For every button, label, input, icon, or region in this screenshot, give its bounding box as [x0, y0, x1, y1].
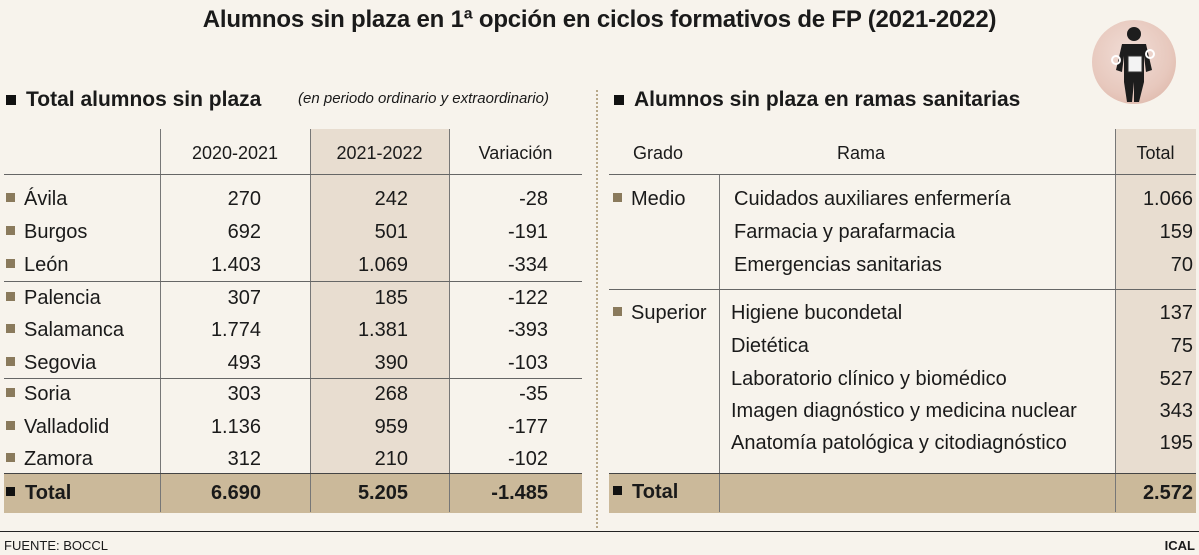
- grado-label: Superior: [613, 301, 707, 325]
- bullet-icon: [6, 226, 15, 236]
- value-variation: -393: [507, 319, 548, 341]
- province-name: Burgos: [24, 221, 88, 243]
- bullet-icon: [6, 357, 15, 367]
- bullet-icon: [613, 193, 622, 203]
- agency-credit: ICAL: [1164, 538, 1195, 553]
- total-2021: 5.205: [357, 482, 408, 504]
- value-2021: 1.069: [357, 254, 408, 276]
- rama-name: Farmacia y parafarmacia: [734, 221, 956, 243]
- column-header: 2021-2022: [336, 143, 423, 163]
- total-label: Total: [25, 482, 72, 504]
- province-name: Soria: [24, 383, 71, 405]
- bullet-icon: [6, 292, 15, 302]
- left-section-heading: Total alumnos sin plaza: [6, 88, 261, 112]
- value-variation: -28: [519, 188, 548, 210]
- page-title: Alumnos sin plaza en 1ª opción en ciclos…: [202, 6, 997, 33]
- bullet-icon: [613, 486, 622, 496]
- value-2020: 1.136: [210, 416, 261, 438]
- column-header: Variación: [478, 143, 553, 163]
- value-2020: 1.403: [210, 254, 261, 276]
- province-name: Zamora: [24, 448, 93, 470]
- value-2020: 692: [227, 221, 261, 243]
- value-variation: -35: [519, 383, 548, 405]
- rama-total: 343: [1159, 400, 1193, 422]
- value-2020: 312: [227, 448, 261, 470]
- total-value: 2.572: [1142, 482, 1193, 504]
- value-variation: -191: [507, 221, 548, 243]
- rama-total: 137: [1159, 302, 1193, 324]
- total-variation: -1.485: [491, 482, 548, 504]
- rama-name: Emergencias sanitarias: [734, 254, 942, 276]
- section-divider: [596, 90, 598, 528]
- province-name: Salamanca: [24, 319, 125, 341]
- value-2021: 501: [374, 221, 408, 243]
- province-name: Ávila: [24, 188, 68, 210]
- value-variation: -122: [507, 287, 548, 309]
- bullet-icon: [6, 487, 15, 497]
- source-note: FUENTE: BOCCL: [4, 538, 109, 553]
- rama-total: 70: [1170, 254, 1193, 276]
- rama-name: Laboratorio clínico y biomédico: [731, 368, 1007, 390]
- rama-name: Higiene bucondetal: [731, 302, 903, 324]
- bullet-icon: [6, 324, 15, 334]
- bullet-icon: [613, 307, 622, 317]
- value-2021: 185: [374, 287, 408, 309]
- value-variation: -334: [507, 254, 548, 276]
- bullet-icon: [6, 453, 15, 463]
- grado-label: Medio: [613, 187, 685, 211]
- value-variation: -103: [507, 352, 548, 374]
- total-label: Total: [632, 481, 679, 503]
- value-2020: 493: [227, 352, 261, 374]
- value-2020: 1.774: [210, 319, 261, 341]
- province-name: León: [24, 254, 69, 276]
- value-2021: 959: [374, 416, 408, 438]
- column-header: Grado: [633, 143, 684, 163]
- column-header: Rama: [837, 143, 886, 163]
- value-2020: 303: [227, 383, 261, 405]
- value-variation: -102: [507, 448, 548, 470]
- rama-total: 195: [1159, 432, 1193, 454]
- bullet-icon: [6, 388, 15, 398]
- value-2021: 210: [374, 448, 408, 470]
- rama-total: 159: [1159, 221, 1193, 243]
- rama-total: 527: [1159, 368, 1193, 390]
- rama-name: Cuidados auxiliares enfermería: [734, 188, 1011, 210]
- rama-total: 75: [1170, 335, 1193, 357]
- period-note: (en periodo ordinario y extraordinario): [298, 90, 549, 107]
- rama-name: Dietética: [731, 335, 809, 357]
- footer-divider: [0, 531, 1199, 532]
- column-header: Total: [1136, 143, 1175, 163]
- worker-with-tools-icon: [1092, 20, 1176, 104]
- value-2021: 390: [374, 352, 408, 374]
- bullet-icon: [6, 259, 15, 269]
- province-name: Valladolid: [24, 416, 110, 438]
- left-table: 2020-2021 2021-2022 Variación Ávila 270 …: [4, 129, 582, 513]
- value-2020: 307: [227, 287, 261, 309]
- total-2020: 6.690: [210, 482, 261, 504]
- right-section-heading: Alumnos sin plaza en ramas sanitarias: [614, 88, 1020, 112]
- rama-name: Anatomía patológica y citodiagnóstico: [731, 432, 1067, 454]
- rama-name: Imagen diagnóstico y medicina nuclear: [731, 400, 1077, 422]
- province-name: Palencia: [24, 287, 101, 309]
- bullet-icon: [6, 421, 15, 431]
- value-2021: 268: [374, 383, 408, 405]
- value-2021: 242: [374, 188, 408, 210]
- column-header: 2020-2021: [191, 143, 279, 163]
- rama-total: 1.066: [1142, 188, 1193, 210]
- value-variation: -177: [507, 416, 548, 438]
- bullet-icon: [6, 193, 15, 203]
- province-name: Segovia: [24, 352, 97, 374]
- right-table: Grado Rama Total Medio Cuidados auxiliar…: [609, 129, 1196, 513]
- value-2021: 1.381: [357, 319, 408, 341]
- value-2020: 270: [227, 188, 261, 210]
